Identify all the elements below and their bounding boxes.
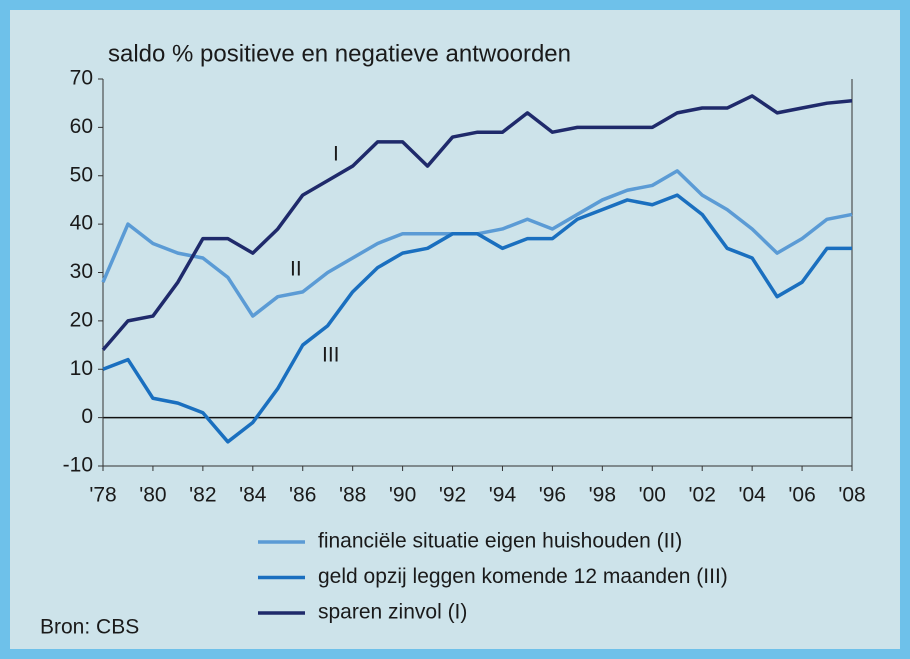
x-tick-label: '80 xyxy=(139,484,166,507)
legend-label: financiële situatie eigen huishouden (II… xyxy=(318,530,682,553)
y-tick-label: 20 xyxy=(70,308,93,331)
source: Bron: CBS xyxy=(40,616,139,639)
panel xyxy=(10,10,900,649)
x-tick-label: '94 xyxy=(489,484,517,507)
legend-label: sparen zinvol (I) xyxy=(318,601,467,624)
legend-label: geld opzij leggen komende 12 maanden (II… xyxy=(318,565,728,588)
series-line xyxy=(101,94,853,352)
y-tick-label: 10 xyxy=(70,357,93,380)
x-tick-label: '84 xyxy=(239,484,267,507)
y-tick-label: 60 xyxy=(70,115,93,138)
y-tick-label: 30 xyxy=(70,260,93,283)
x-tick-label: '82 xyxy=(189,484,216,507)
annotation: II xyxy=(290,258,302,281)
x-tick-label: '04 xyxy=(738,484,766,507)
x-tick-label: '00 xyxy=(639,484,666,507)
annotation: I xyxy=(333,143,339,166)
series-line xyxy=(102,193,852,444)
x-tick-label: '98 xyxy=(589,484,616,507)
x-tick-label: '78 xyxy=(89,484,116,507)
x-tick-label: '08 xyxy=(838,484,865,507)
x-tick-label: '90 xyxy=(389,484,416,507)
annotation: III xyxy=(322,344,340,367)
y-tick-label: -10 xyxy=(63,454,93,477)
x-tick-label: '02 xyxy=(689,484,716,507)
chart-title: saldo % positieve en negatieve antwoorde… xyxy=(108,40,571,67)
y-tick-label: 50 xyxy=(70,163,93,186)
y-tick-label: 40 xyxy=(70,212,93,235)
x-tick-label: '86 xyxy=(289,484,316,507)
y-tick-label: 0 xyxy=(81,405,93,428)
x-tick-label: '92 xyxy=(439,484,466,507)
x-tick-label: '88 xyxy=(339,484,366,507)
y-tick-label: 70 xyxy=(70,67,93,90)
x-tick-label: '06 xyxy=(788,484,815,507)
x-tick-label: '96 xyxy=(539,484,566,507)
